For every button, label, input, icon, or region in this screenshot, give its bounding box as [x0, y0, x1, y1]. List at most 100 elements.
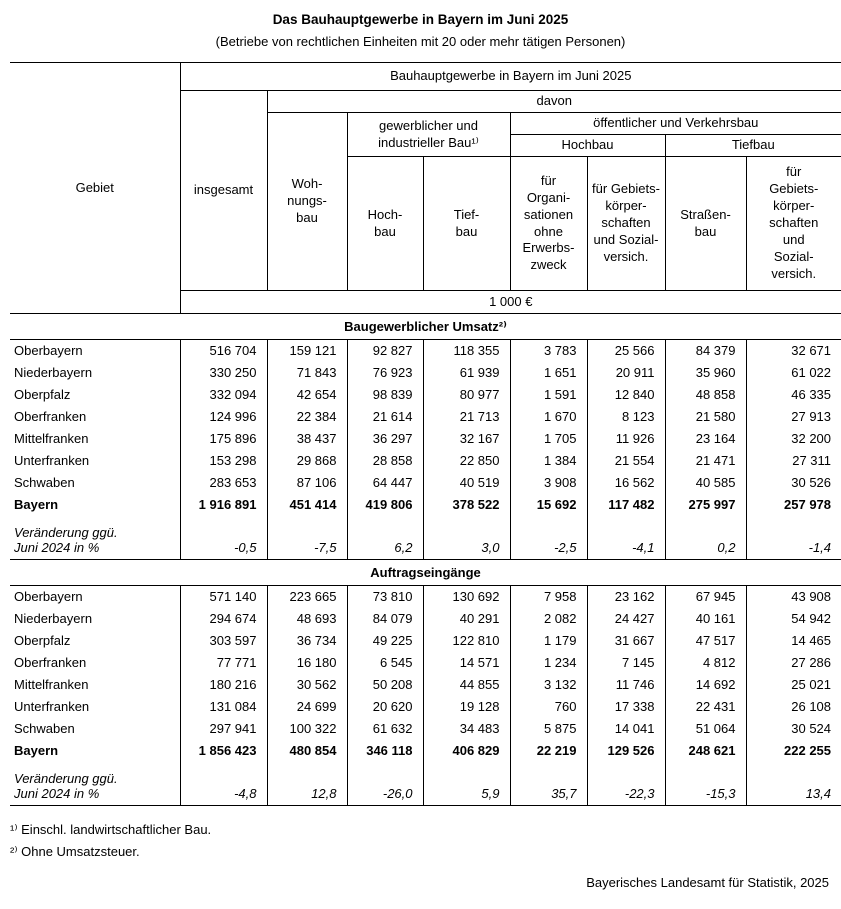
value-cell: 25 021 [745, 673, 841, 696]
col-header-strassenbau: Straßen- bau [664, 156, 747, 291]
value-cell: 0,2 [664, 515, 747, 560]
source-credit: Bayerisches Landesamt für Statistik, 202… [586, 875, 829, 891]
row-label: Bayern [10, 493, 181, 516]
value-cell: 92 827 [346, 339, 424, 362]
table-row: Oberfranken 77 771 16 180 6 545 14 571 1 234 7… [10, 651, 841, 674]
value-cell: 34 483 [422, 717, 511, 740]
value-cell: 40 585 [664, 471, 747, 494]
table-row: Niederbayern 330 250 71 843 76 923 61 939 1 6… [10, 361, 841, 384]
table-row: Oberbayern 516 704 159 121 92 827 118 355 3 7… [10, 339, 841, 362]
value-cell: 283 653 [179, 471, 268, 494]
value-cell: 54 942 [745, 607, 841, 630]
statistics-table: Gebiet Bauhauptgewerbe in Bayern im Juni… [10, 62, 841, 806]
value-cell: 30 526 [745, 471, 841, 494]
value-cell: 67 945 [664, 585, 747, 608]
value-cell: 1 384 [509, 449, 588, 472]
value-cell: 122 810 [422, 629, 511, 652]
col-header-insgesamt: insgesamt [180, 90, 268, 291]
value-cell: 35,7 [509, 761, 588, 806]
table-main-header: Bauhauptgewerbe in Bayern im Juni 2025 [179, 62, 841, 91]
row-label: Schwaben [10, 471, 181, 494]
value-cell: 23 162 [586, 585, 666, 608]
value-cell: 14 571 [422, 651, 511, 674]
value-cell: 303 597 [179, 629, 268, 652]
value-cell: 5 875 [509, 717, 588, 740]
value-cell: 8 123 [586, 405, 666, 428]
value-cell: 1 856 423 [179, 739, 268, 762]
table-row: Mittelfranken 175 896 38 437 36 297 32 167 1 … [10, 427, 841, 450]
value-cell: 294 674 [179, 607, 268, 630]
value-cell: 40 519 [422, 471, 511, 494]
value-cell: 2 082 [509, 607, 588, 630]
value-cell: 11 746 [586, 673, 666, 696]
value-cell: 130 692 [422, 585, 511, 608]
header-row-columns: Hoch- bau Tief- bau für Organi- sationen… [10, 156, 841, 291]
value-cell: 223 665 [266, 585, 348, 608]
col-header-hochbau: Hoch- bau [347, 156, 424, 291]
value-cell: 1 670 [509, 405, 588, 428]
value-cell: 46 335 [745, 383, 841, 406]
value-cell: 84 379 [664, 339, 747, 362]
value-cell: 222 255 [745, 739, 841, 762]
table-row: Mittelfranken 180 216 30 562 50 208 44 855 3 … [10, 673, 841, 696]
table-row: Schwaben 283 653 87 106 64 447 40 519 3 908 16… [10, 471, 841, 494]
value-cell: -7,5 [266, 515, 348, 560]
section-title: Baugewerblicher Umsatz²⁾ [10, 313, 841, 340]
header-hochbau-group: Hochbau [510, 134, 666, 157]
value-cell: 1 234 [509, 651, 588, 674]
value-cell: 27 311 [745, 449, 841, 472]
value-cell: 40 161 [664, 607, 747, 630]
value-cell: -4,1 [586, 515, 666, 560]
value-cell: 32 200 [745, 427, 841, 450]
row-label: Veränderung ggü. Juni 2024 in % [10, 761, 181, 806]
value-cell: 48 693 [266, 607, 348, 630]
value-cell: 21 554 [586, 449, 666, 472]
row-label: Niederbayern [10, 607, 181, 630]
value-cell: 24 427 [586, 607, 666, 630]
value-cell: 14 465 [745, 629, 841, 652]
value-cell: 23 164 [664, 427, 747, 450]
header-row-top: Gebiet Bauhauptgewerbe in Bayern im Juni… [10, 62, 841, 314]
value-cell: 175 896 [179, 427, 268, 450]
header-gewerblicher-industrieller-bau: gewerblicher und industrieller Bau¹⁾ [346, 112, 511, 157]
table-row: Unterfranken 131 084 24 699 20 620 19 128 760… [10, 695, 841, 718]
value-cell: 1 591 [509, 383, 588, 406]
table-row: Oberfranken 124 996 22 384 21 614 21 713 1 67… [10, 405, 841, 428]
value-cell: 30 562 [266, 673, 348, 696]
value-cell: 180 216 [179, 673, 268, 696]
table-row: Oberpfalz 332 094 42 654 98 839 80 977 1 591 1… [10, 383, 841, 406]
value-cell: 13,4 [745, 761, 841, 806]
table-body: Baugewerblicher Umsatz²⁾ Oberbayern 516 70… [10, 313, 841, 806]
page-subtitle: (Betriebe von rechtlichen Einheiten mit … [215, 34, 626, 49]
value-cell: 16 180 [266, 651, 348, 674]
row-label: Oberfranken [10, 651, 181, 674]
value-cell: 571 140 [179, 585, 268, 608]
value-cell: 87 106 [266, 471, 348, 494]
table-row: Schwaben 297 941 100 322 61 632 34 483 5 875 1… [10, 717, 841, 740]
value-cell: 28 858 [346, 449, 424, 472]
value-cell: 12 840 [586, 383, 666, 406]
value-cell: 22 850 [422, 449, 511, 472]
value-cell: 5,9 [422, 761, 511, 806]
value-cell: 6,2 [346, 515, 424, 560]
value-cell: 76 923 [346, 361, 424, 384]
col-header-wohnungsbau: Woh- nungs- bau [267, 112, 348, 291]
value-cell: -2,5 [509, 515, 588, 560]
value-cell: 21 471 [664, 449, 747, 472]
table-row: Veränderung ggü. Juni 2024 in % -0,5 -7,5 6… [10, 515, 841, 560]
value-cell: 11 926 [586, 427, 666, 450]
row-label: Mittelfranken [10, 427, 181, 450]
value-cell: 80 977 [422, 383, 511, 406]
page-title: Das Bauhauptgewerbe in Bayern im Juni 20… [272, 12, 569, 27]
row-label: Oberfranken [10, 405, 181, 428]
value-cell: -4,8 [179, 761, 268, 806]
value-cell: 275 997 [664, 493, 747, 516]
value-cell: 100 322 [266, 717, 348, 740]
table-row: Oberpfalz 303 597 36 734 49 225 122 810 1 179… [10, 629, 841, 652]
value-cell: 3 908 [509, 471, 588, 494]
value-cell: 1 705 [509, 427, 588, 450]
value-cell: 14 041 [586, 717, 666, 740]
value-cell: 4 812 [664, 651, 747, 674]
table-header: Gebiet Bauhauptgewerbe in Bayern im Juni… [10, 62, 841, 314]
value-cell: 61 022 [745, 361, 841, 384]
